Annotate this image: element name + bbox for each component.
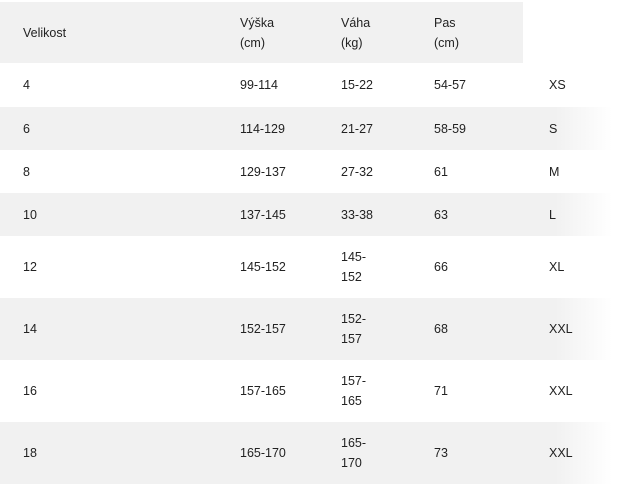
table-header: Velikost Výška (cm) Váha (kg) Pas (cm)	[0, 2, 523, 63]
table-row: 16 157-165 157-165 71 XXL	[0, 360, 617, 422]
cell-waist: 73	[434, 446, 448, 460]
cell-size: 10	[23, 207, 37, 222]
cell-letter: XXL	[549, 322, 573, 336]
table-row: 10 137-145 33-38 63 L	[0, 193, 617, 236]
cell-height: 99-114	[240, 78, 278, 92]
cell-letter: S	[549, 121, 558, 136]
cell-height: 152-157	[240, 322, 286, 336]
header-waist: Pas (cm)	[434, 15, 459, 50]
cell-height: 145-152	[240, 260, 286, 274]
cell-weight: 21-27	[341, 121, 373, 136]
cell-waist: 68	[434, 322, 448, 336]
table-row: 12 145-152 145-152 66 XL	[0, 236, 617, 298]
cell-waist: 58-59	[434, 121, 466, 136]
cell-size: 12	[23, 260, 37, 274]
cell-weight: 27-32	[341, 164, 373, 179]
cell-size: 16	[23, 384, 37, 398]
cell-size: 4	[23, 78, 30, 92]
cell-letter: XL	[549, 260, 565, 274]
cell-weight: 157-165	[341, 374, 367, 408]
cell-waist: 61	[434, 164, 448, 179]
cell-letter: M	[549, 164, 560, 179]
cell-weight: 145-152	[341, 250, 367, 284]
cell-weight: 152-157	[341, 312, 367, 346]
cell-size: 8	[23, 164, 30, 179]
cell-letter: XS	[549, 78, 566, 92]
cell-letter: XXL	[549, 446, 573, 460]
cell-height: 137-145	[240, 207, 286, 222]
cell-height: 165-170	[240, 446, 286, 460]
header-size: Velikost	[23, 25, 67, 40]
cell-weight: 165-170	[341, 436, 367, 470]
table-row: 8 129-137 27-32 61 M	[0, 150, 617, 193]
table-row: 4 99-114 15-22 54-57 XS	[0, 63, 617, 107]
header-weight: Váha (kg)	[341, 15, 371, 50]
cell-height: 157-165	[240, 384, 286, 398]
cell-waist: 71	[434, 384, 448, 398]
header-height: Výška (cm)	[240, 15, 275, 50]
cell-waist: 54-57	[434, 78, 466, 92]
cell-letter: XXL	[549, 384, 573, 398]
cell-height: 114-129	[240, 121, 285, 136]
table-row: 14 152-157 152-157 68 XXL	[0, 298, 617, 360]
cell-weight: 33-38	[341, 207, 373, 222]
cell-waist: 66	[434, 260, 448, 274]
cell-size: 18	[23, 446, 37, 460]
cell-height: 129-137	[240, 164, 286, 179]
cell-size: 14	[23, 322, 37, 336]
cell-waist: 63	[434, 207, 448, 222]
cell-size: 6	[23, 121, 30, 136]
cell-weight: 15-22	[341, 78, 373, 92]
table-row: 6 114-129 21-27 58-59 S	[0, 107, 617, 150]
table-row: 18 165-170 165-170 73 XXL	[0, 422, 617, 484]
cell-letter: L	[549, 207, 556, 222]
